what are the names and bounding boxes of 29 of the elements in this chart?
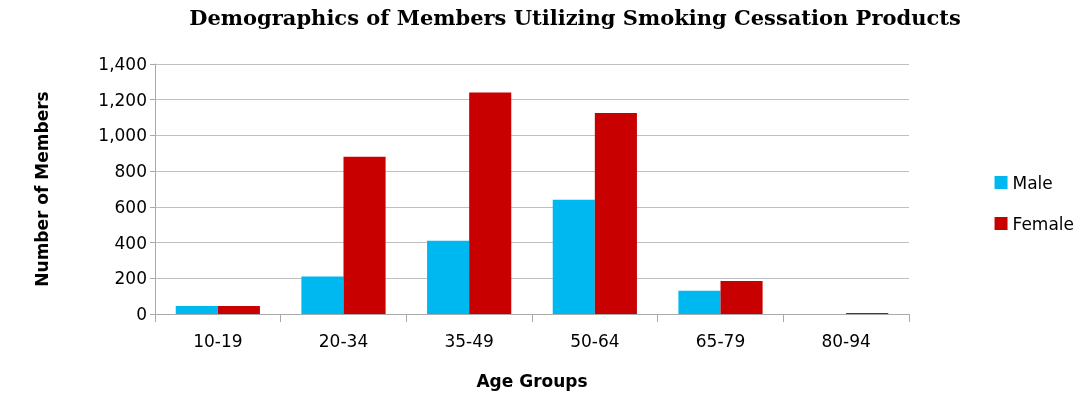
legend-label: Male bbox=[1012, 172, 1053, 193]
y-tick-label: 1,200 bbox=[98, 89, 147, 110]
x-tick-label: 10-19 bbox=[193, 330, 243, 351]
chart-title: Demographics of Members Utilizing Smoking Cessation Products bbox=[189, 5, 961, 30]
y-tick-label: 400 bbox=[114, 232, 147, 253]
bar bbox=[469, 92, 512, 314]
bar bbox=[678, 290, 721, 314]
y-tick-label: 600 bbox=[114, 196, 147, 217]
y-tick-label: 0 bbox=[136, 304, 147, 324]
y-tick-label: 200 bbox=[114, 268, 147, 289]
bar bbox=[552, 199, 595, 314]
x-tick-label: 50-64 bbox=[570, 330, 620, 351]
bar bbox=[720, 280, 763, 314]
bar bbox=[217, 305, 260, 314]
x-tick-label: 80-94 bbox=[821, 330, 871, 351]
bar bbox=[175, 305, 218, 314]
y-tick-label: 1,000 bbox=[98, 125, 147, 146]
x-tick-label: 20-34 bbox=[318, 330, 369, 351]
x-tick-label: 35-49 bbox=[444, 330, 494, 351]
bar bbox=[343, 156, 386, 314]
x-axis-title: Age Groups bbox=[476, 370, 588, 391]
y-axis-title: Number of Members bbox=[31, 91, 52, 287]
bar bbox=[301, 276, 344, 314]
y-tick-label: 800 bbox=[114, 161, 147, 182]
legend-label: Female bbox=[1012, 213, 1074, 234]
bar bbox=[427, 240, 470, 314]
y-tick-label: 1,400 bbox=[98, 54, 147, 74]
bar bbox=[594, 113, 637, 314]
x-tick-label: 65-79 bbox=[695, 330, 746, 351]
